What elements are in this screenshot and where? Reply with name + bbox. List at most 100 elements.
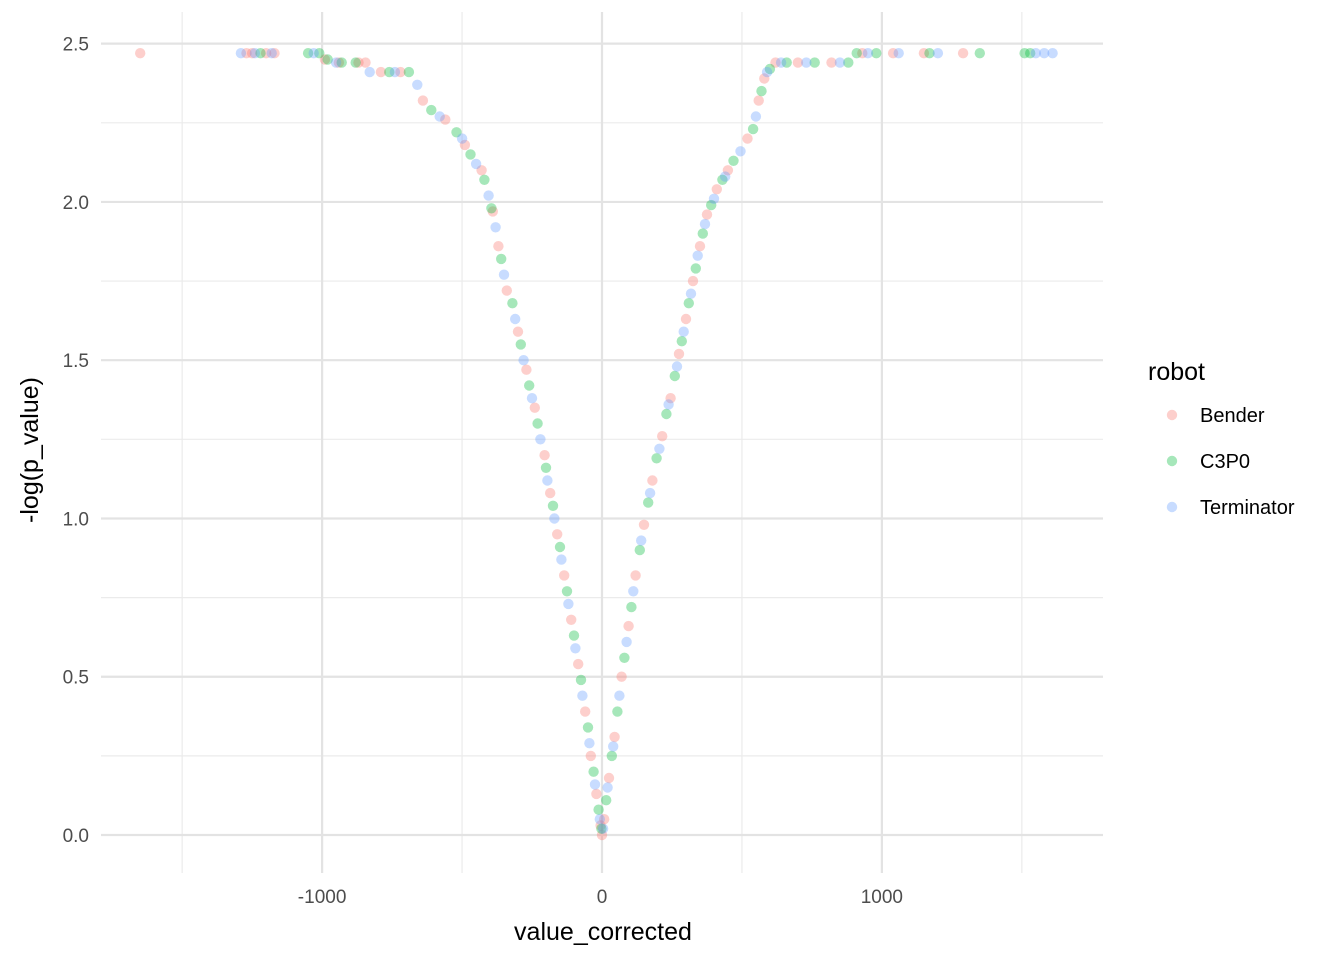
data-point — [628, 586, 639, 597]
data-point — [614, 690, 625, 701]
data-point — [591, 788, 602, 800]
data-point — [364, 66, 375, 78]
data-point — [593, 804, 604, 815]
data-point — [554, 541, 566, 553]
x-tick-label: -1000 — [298, 887, 347, 908]
data-point — [573, 658, 584, 670]
data-point — [692, 250, 703, 261]
data-point — [665, 393, 676, 404]
data-point — [515, 339, 526, 350]
data-point — [619, 652, 630, 663]
data-point — [135, 48, 146, 59]
data-point — [269, 48, 280, 59]
series-c3p0 — [255, 48, 1036, 834]
data-point — [330, 57, 342, 68]
data-point — [621, 636, 632, 648]
data-point — [644, 487, 656, 499]
data-point — [486, 203, 497, 214]
data-point — [809, 57, 820, 68]
data-point — [353, 57, 364, 68]
data-point — [974, 48, 985, 59]
y-tick-label: 1.5 — [63, 351, 89, 372]
data-point — [575, 674, 587, 686]
x-tick-label: 1000 — [861, 887, 903, 908]
data-point — [308, 48, 319, 59]
data-point — [389, 66, 401, 78]
data-point — [476, 165, 487, 176]
data-point — [623, 620, 634, 632]
data-point — [526, 393, 538, 404]
data-point — [479, 174, 490, 185]
data-point — [781, 57, 792, 68]
y-tick-label: 2.5 — [63, 35, 89, 56]
data-point — [647, 475, 658, 486]
data-point — [1039, 48, 1050, 59]
data-point — [529, 402, 540, 413]
data-point — [634, 544, 645, 556]
data-point — [728, 155, 739, 166]
data-point — [595, 820, 606, 831]
data-point — [434, 111, 445, 122]
data-point — [687, 275, 699, 287]
legend-item: C3P0 — [1166, 451, 1250, 473]
y-tick-label: 2.0 — [63, 193, 89, 214]
legend-label: Bender — [1200, 405, 1265, 427]
data-points — [135, 48, 1058, 841]
data-point — [678, 326, 689, 337]
data-point — [711, 184, 722, 195]
data-point — [456, 133, 468, 144]
legend-label: Terminator — [1200, 497, 1295, 519]
data-point — [1025, 48, 1036, 59]
data-point — [764, 63, 776, 75]
data-point — [360, 57, 371, 68]
data-point — [599, 814, 610, 825]
data-point — [510, 313, 521, 325]
data-point — [521, 364, 532, 375]
data-point — [570, 643, 581, 654]
data-point — [395, 66, 406, 78]
data-point — [246, 48, 258, 59]
data-point — [717, 174, 728, 185]
data-point — [893, 48, 904, 59]
data-point — [563, 598, 574, 610]
data-point — [673, 348, 685, 360]
major-gridlines — [101, 12, 1103, 873]
data-point — [603, 772, 615, 784]
data-point — [680, 313, 692, 325]
data-point — [403, 66, 415, 78]
data-point — [459, 139, 471, 151]
data-point — [542, 475, 553, 486]
data-point — [255, 48, 266, 59]
data-point — [266, 48, 277, 59]
data-point — [834, 57, 846, 68]
data-point — [350, 57, 361, 68]
data-point — [496, 253, 507, 265]
data-point — [636, 535, 647, 546]
data-point — [524, 380, 535, 391]
data-point — [535, 434, 546, 445]
y-tick-label: 0.5 — [63, 668, 89, 689]
data-point — [333, 57, 345, 68]
data-point — [770, 57, 781, 68]
data-point — [518, 355, 529, 366]
data-point — [918, 48, 930, 59]
data-point — [608, 741, 619, 752]
series-bender — [135, 48, 969, 841]
legend-item: Bender — [1166, 405, 1265, 427]
data-point — [493, 241, 504, 252]
data-point — [671, 361, 683, 372]
data-point — [862, 48, 874, 59]
data-point — [547, 500, 559, 511]
data-point — [657, 431, 668, 442]
data-point — [589, 779, 601, 790]
data-point — [630, 570, 641, 581]
data-point — [735, 146, 746, 157]
data-point — [582, 722, 594, 733]
data-point — [260, 48, 272, 59]
data-point — [412, 79, 423, 91]
data-point — [235, 48, 247, 59]
data-point — [612, 706, 623, 717]
y-tick-label: 0.0 — [63, 826, 89, 847]
data-point — [498, 269, 510, 280]
